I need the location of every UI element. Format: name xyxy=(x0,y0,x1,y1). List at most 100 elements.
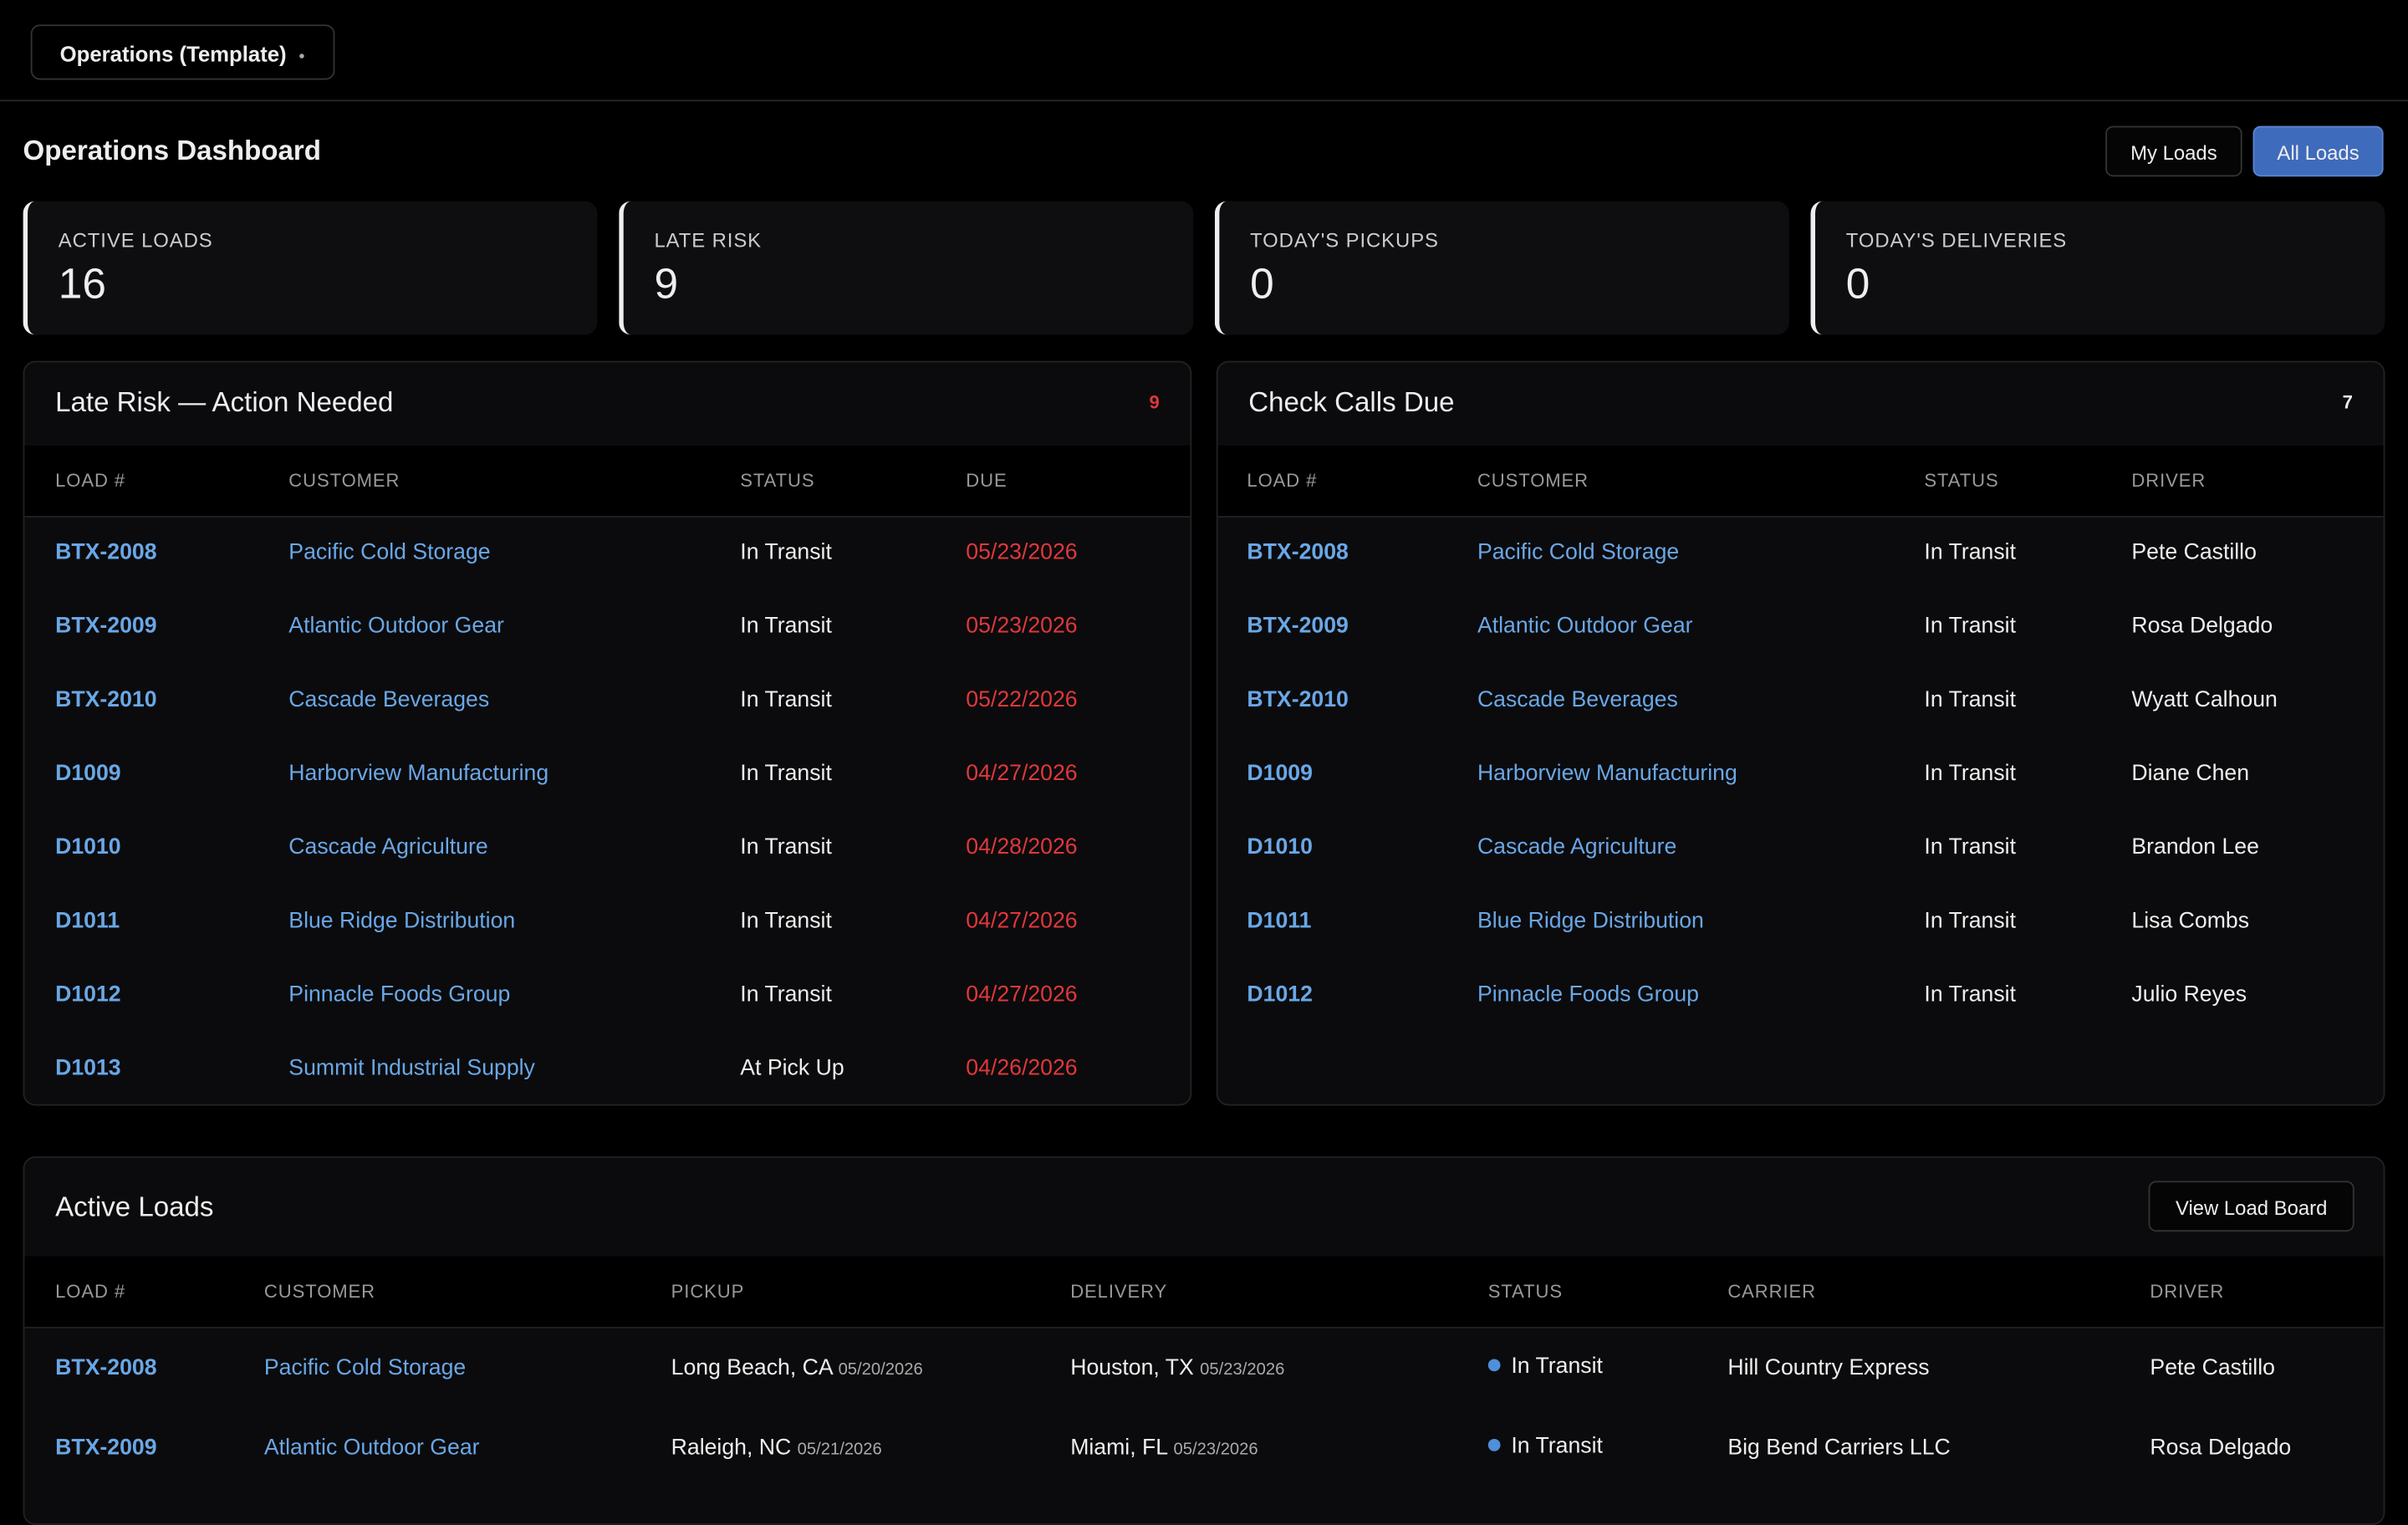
customer-link[interactable]: Cascade Beverages xyxy=(288,687,490,713)
cell: In Transit xyxy=(740,614,832,640)
cell: In Transit xyxy=(740,835,832,860)
cell: 04/28/2026 xyxy=(966,835,1078,860)
load-link[interactable]: D1013 xyxy=(55,1056,121,1082)
cell: Brandon Lee xyxy=(2131,835,2259,860)
date: 05/23/2026 xyxy=(1173,1440,1258,1459)
customer-link[interactable]: Blue Ridge Distribution xyxy=(288,909,516,934)
customer-link[interactable]: Pinnacle Foods Group xyxy=(288,982,511,1007)
status-indicator xyxy=(1487,1439,1501,1451)
customer-link[interactable]: Harborview Manufacturing xyxy=(288,762,549,787)
cell: Big Bend Carriers LLC xyxy=(1727,1436,1951,1461)
count: 7 xyxy=(2342,391,2353,414)
kpi-value: 0 xyxy=(1845,259,1870,308)
load-link[interactable]: D1012 xyxy=(1247,982,1313,1007)
location-cell: Raleigh, NC 05/21/2026 xyxy=(671,1436,882,1460)
top-bar xyxy=(0,0,2408,102)
late-risk-panel: Late Risk — Action Needed 9 LOAD # CUSTOME… xyxy=(23,360,1192,1106)
load-link[interactable]: BTX-2009 xyxy=(55,1436,157,1461)
column-header: CUSTOMER xyxy=(288,470,400,492)
status: In Transit xyxy=(1511,1354,1603,1380)
status-cell: In Transit xyxy=(1487,1354,1603,1380)
cell: In Transit xyxy=(740,687,832,713)
location: Long Beach, CA xyxy=(671,1355,833,1381)
column-header: CUSTOMER xyxy=(263,1280,375,1303)
panel-title: Active Loads xyxy=(55,1191,214,1223)
customer-link[interactable]: Atlantic Outdoor Gear xyxy=(288,614,504,640)
kpi-label: TODAY'S PICKUPS xyxy=(1250,228,1439,252)
active-loads-panel: Active Loads View Load Board LOAD # CUSTO… xyxy=(23,1156,2385,1525)
customer-link[interactable]: Cascade Agriculture xyxy=(288,835,488,860)
customer-link[interactable]: Pacific Cold Storage xyxy=(1477,540,1680,565)
customer-link[interactable]: Pacific Cold Storage xyxy=(288,540,491,565)
location-cell: Miami, FL 05/23/2026 xyxy=(1070,1436,1258,1460)
customer-link[interactable]: Atlantic Outdoor Gear xyxy=(1477,614,1693,640)
column-header: CARRIER xyxy=(1727,1280,1816,1303)
column-header: LOAD # xyxy=(55,1280,126,1303)
kpi-label: LATE RISK xyxy=(654,228,763,252)
cell: In Transit xyxy=(1924,982,2016,1007)
kpi-value: 0 xyxy=(1250,259,1274,308)
cell: In Transit xyxy=(1924,762,2016,787)
workspace-selector[interactable]: Operations (Template) xyxy=(30,24,335,80)
customer-link[interactable]: Cascade Beverages xyxy=(1477,687,1678,713)
load-link[interactable]: D1011 xyxy=(1247,909,1312,934)
load-link[interactable]: BTX-2009 xyxy=(55,614,157,640)
customer-link[interactable]: Cascade Agriculture xyxy=(1477,835,1677,860)
cell: Wyatt Calhoun xyxy=(2131,687,2278,713)
all-loads-button[interactable]: All Loads xyxy=(2252,125,2384,177)
date: 05/21/2026 xyxy=(797,1440,882,1459)
column-header: STATUS xyxy=(740,470,815,492)
cell: Pete Castillo xyxy=(2131,540,2257,565)
load-link[interactable]: D1009 xyxy=(55,762,121,787)
cell: Lisa Combs xyxy=(2131,909,2250,934)
customer-link[interactable]: Atlantic Outdoor Gear xyxy=(263,1436,480,1461)
column-header: STATUS xyxy=(1487,1280,1563,1303)
load-link[interactable]: BTX-2009 xyxy=(1247,614,1349,640)
load-link[interactable]: D1012 xyxy=(55,982,121,1007)
cell: Hill Country Express xyxy=(1727,1355,1930,1381)
column-header: DRIVER xyxy=(2131,470,2206,492)
cell: In Transit xyxy=(1924,909,2016,934)
cell: In Transit xyxy=(740,762,832,787)
date: 05/23/2026 xyxy=(1200,1360,1285,1380)
customer-link[interactable]: Harborview Manufacturing xyxy=(1477,762,1737,787)
cell: Rosa Delgado xyxy=(2131,614,2273,640)
location: Miami, FL xyxy=(1070,1436,1168,1461)
column-header: PICKUP xyxy=(671,1280,745,1303)
load-link[interactable]: BTX-2008 xyxy=(55,540,157,565)
cell: In Transit xyxy=(740,540,832,565)
cell: 04/27/2026 xyxy=(966,762,1078,787)
load-link[interactable]: D1010 xyxy=(1247,835,1313,860)
column-header: DUE xyxy=(966,470,1008,492)
cell: 04/26/2026 xyxy=(966,1056,1078,1082)
cell: 04/27/2026 xyxy=(966,982,1078,1007)
cell: Rosa Delgado xyxy=(2150,1436,2292,1461)
customer-link[interactable]: Pacific Cold Storage xyxy=(263,1355,467,1381)
kpi-card: TODAY'S PICKUPS 0 xyxy=(1214,201,1789,335)
cell: 05/23/2026 xyxy=(966,540,1078,565)
panel-title: Check Calls Due xyxy=(1248,386,1455,418)
cell: At Pick Up xyxy=(740,1056,844,1082)
load-link[interactable]: BTX-2008 xyxy=(1247,540,1349,565)
view-load-board-button[interactable]: View Load Board xyxy=(2148,1181,2354,1232)
date: 05/20/2026 xyxy=(838,1360,923,1380)
kpi-value: 16 xyxy=(58,259,107,308)
customer-link[interactable]: Pinnacle Foods Group xyxy=(1477,982,1699,1007)
load-link[interactable]: BTX-2008 xyxy=(55,1355,157,1381)
customer-link[interactable]: Summit Industrial Supply xyxy=(288,1056,535,1082)
workspace-name: Operations (Template) xyxy=(59,41,287,66)
cell: In Transit xyxy=(1924,540,2016,565)
count: 9 xyxy=(1149,391,1160,414)
location-cell: Houston, TX 05/23/2026 xyxy=(1070,1356,1284,1380)
load-link[interactable]: D1011 xyxy=(55,909,120,934)
cell: 05/23/2026 xyxy=(966,614,1078,640)
my-loads-button[interactable]: My Loads xyxy=(2105,125,2242,177)
load-link[interactable]: BTX-2010 xyxy=(1247,687,1349,713)
customer-link[interactable]: Blue Ridge Distribution xyxy=(1477,909,1704,934)
load-link[interactable]: D1009 xyxy=(1247,762,1313,787)
kpi-card: TODAY'S DELIVERIES 0 xyxy=(1810,201,2385,335)
column-header-row: LOAD # CUSTOMER STATUS DUE xyxy=(24,445,1191,518)
load-link[interactable]: BTX-2010 xyxy=(55,687,157,713)
load-link[interactable]: D1010 xyxy=(55,835,121,860)
